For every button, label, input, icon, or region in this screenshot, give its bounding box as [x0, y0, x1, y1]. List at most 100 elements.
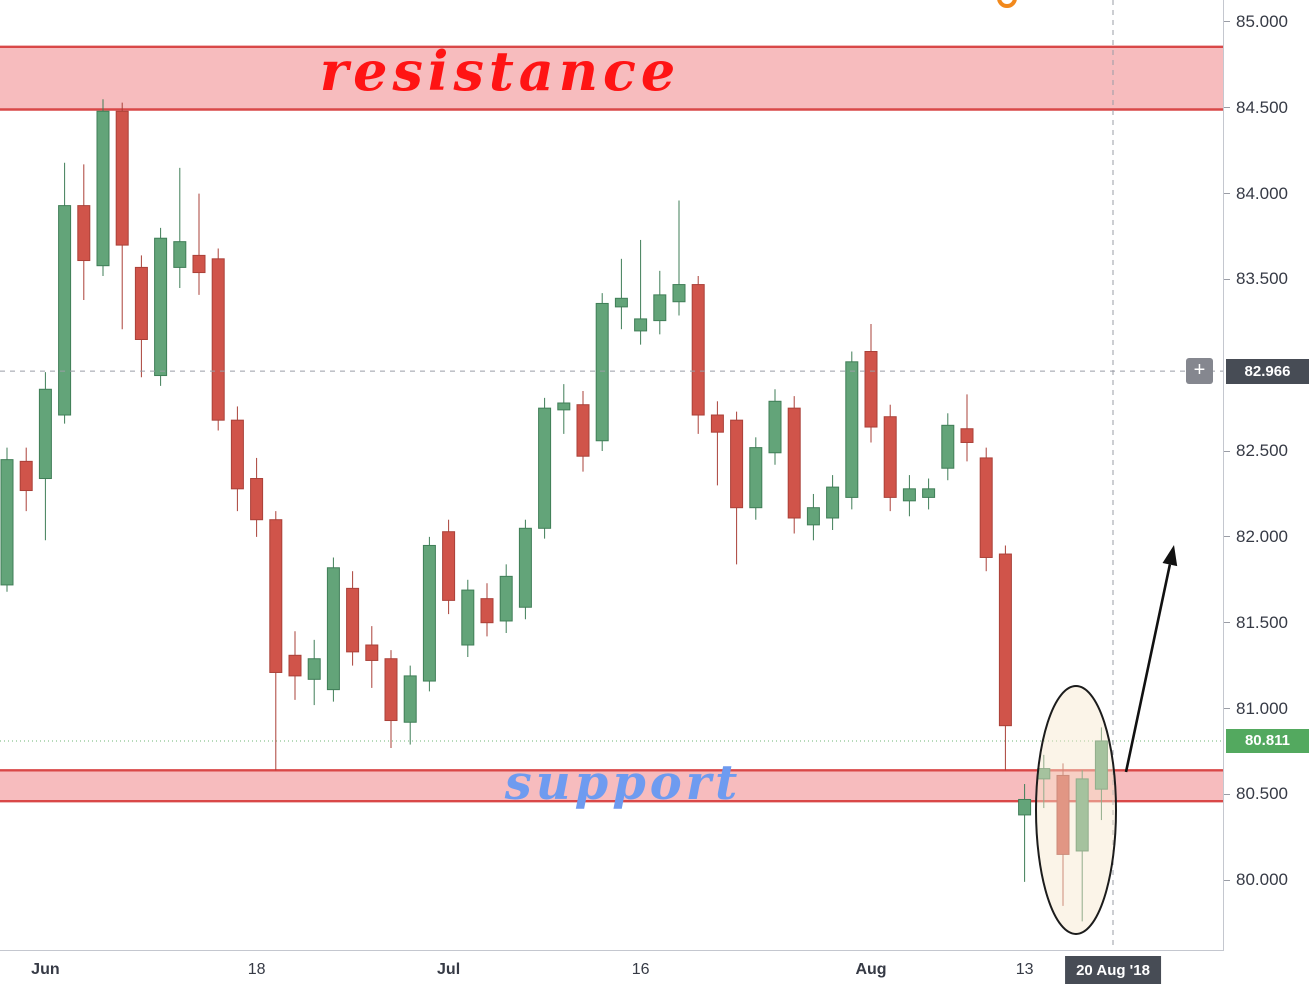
price-tick-81.500: 81.500 [1224, 613, 1288, 633]
candle-body [806, 507, 820, 526]
crosshair-price-badge: 82.966 [1226, 358, 1309, 384]
candle-body [77, 205, 91, 262]
candle-body [710, 414, 724, 433]
highlight-ellipse[interactable] [1035, 685, 1117, 935]
price-tick-label: 82.000 [1236, 526, 1288, 546]
candle-body [115, 110, 129, 246]
tick-mark-icon [1224, 107, 1230, 109]
time-tick-Jun: Jun [31, 961, 60, 978]
resistance-label[interactable]: resistance [320, 39, 681, 103]
time-axis[interactable]: 20 Aug '18 Jun 18 Jul 16 Aug 13 [0, 952, 1310, 1002]
tick-mark-icon [1224, 793, 1230, 795]
candle-body [653, 294, 667, 322]
candle-body [826, 486, 840, 519]
candle-body [326, 567, 340, 691]
chart-plot-area[interactable]: resistance support + [0, 0, 1224, 951]
tick-mark-icon [1224, 193, 1230, 195]
candle-body [403, 675, 417, 723]
candle-body [518, 527, 532, 608]
price-tick-label: 81.500 [1236, 612, 1288, 632]
candle-body [883, 416, 897, 498]
price-tick-84.000: 84.000 [1224, 184, 1288, 204]
add-alert-plus-button[interactable]: + [1186, 358, 1213, 385]
candle-body [250, 478, 264, 521]
time-tick-18: 18 [247, 961, 266, 978]
up-arrow-line[interactable] [1124, 564, 1172, 773]
price-tick-label: 84.500 [1236, 97, 1288, 117]
price-tick-81.000: 81.000 [1224, 699, 1288, 719]
candle-body [269, 519, 283, 673]
candle-body [557, 402, 571, 411]
candle-body [634, 318, 648, 332]
candle-body [998, 553, 1012, 727]
tick-mark-icon [1224, 622, 1230, 624]
last-price-badge: 80.811 [1226, 728, 1309, 753]
time-tick-Jul: Jul [437, 961, 461, 978]
tick-mark-icon [1224, 21, 1230, 23]
up-arrow-head [1162, 545, 1178, 567]
candle-body [365, 644, 379, 661]
price-tick-label: 81.000 [1236, 698, 1288, 718]
candle-body [230, 419, 244, 490]
price-tick-84.500: 84.500 [1224, 98, 1288, 118]
candle-body [960, 428, 974, 443]
candle-body [288, 654, 302, 677]
tick-mark-icon [1224, 536, 1230, 538]
price-tick-label: 80.000 [1236, 870, 1288, 890]
candle-body [979, 457, 993, 558]
candle-body [1018, 798, 1032, 816]
price-tick-82.500: 82.500 [1224, 441, 1288, 461]
resistance-zone[interactable] [0, 46, 1223, 110]
time-tick-13: 13 [1015, 961, 1034, 978]
candle-body [922, 488, 936, 498]
candle-body [691, 284, 705, 416]
candle-body [154, 237, 168, 377]
price-tick-80.000: 80.000 [1224, 870, 1288, 890]
candle-body [595, 302, 609, 442]
candle-body [19, 460, 33, 492]
candle-body [730, 419, 744, 509]
price-tick-80.500: 80.500 [1224, 784, 1288, 804]
price-tick-label: 84.000 [1236, 183, 1288, 203]
price-tick-label: 83.500 [1236, 269, 1288, 289]
candle-body [346, 587, 360, 653]
price-tick-85.000: 85.000 [1224, 12, 1288, 32]
candle-body [480, 598, 494, 624]
price-tick-label: 82.500 [1236, 441, 1288, 461]
candle-body [749, 447, 763, 509]
candlestick-chart: resistance support [0, 0, 1223, 950]
price-tick-label: 80.500 [1236, 784, 1288, 804]
price-tick-83.500: 83.500 [1224, 269, 1288, 289]
candle-body [96, 110, 110, 267]
tick-mark-icon [1224, 708, 1230, 709]
candle-body [941, 424, 955, 469]
tick-mark-icon [1224, 278, 1230, 280]
tick-mark-icon [1224, 450, 1230, 452]
support-label[interactable]: support [504, 755, 742, 811]
candle-body [422, 544, 436, 682]
price-tick-82.000: 82.000 [1224, 527, 1288, 547]
candle-body [461, 589, 475, 646]
price-axis[interactable]: 82.966 80.811 85.000 84.500 84.000 83.500 82… [1224, 0, 1310, 951]
candle-body [1056, 774, 1070, 855]
candle-body [768, 400, 782, 454]
candle-body [442, 531, 456, 601]
candle-body [902, 488, 916, 502]
crosshair-time-badge: 20 Aug '18 [1065, 956, 1161, 984]
orange-circle-marker[interactable] [997, 0, 1017, 8]
support-zone[interactable] [0, 770, 1223, 802]
candle-body [845, 361, 859, 498]
candle-body [1094, 740, 1108, 790]
tick-mark-icon [1224, 879, 1230, 881]
time-tick-16: 16 [631, 961, 650, 978]
time-tick-Aug: Aug [855, 961, 887, 978]
candle-body [672, 284, 686, 303]
candle-body [58, 205, 72, 416]
price-tick-label: 85.000 [1236, 11, 1288, 31]
candle-body [1075, 778, 1089, 852]
candle-body [576, 404, 590, 457]
candle-body [384, 658, 398, 722]
candle-body [192, 254, 206, 274]
candle-body [173, 241, 187, 268]
candle-body [211, 258, 225, 421]
